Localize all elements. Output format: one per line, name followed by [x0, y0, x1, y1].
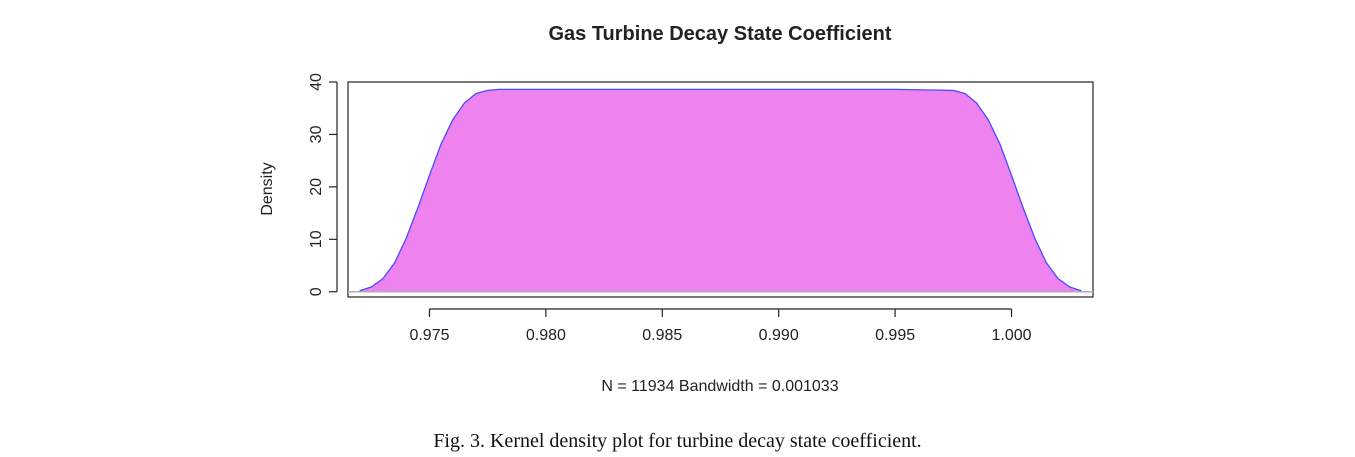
- x-tick-label: 0.990: [759, 327, 799, 344]
- x-tick-label: 0.985: [642, 327, 682, 344]
- y-tick-label: 20: [308, 178, 325, 196]
- density-curve: [359, 88, 1082, 292]
- x-tick-label: 0.995: [875, 327, 915, 344]
- y-tick-label: 30: [308, 125, 325, 143]
- y-tick-label: 40: [308, 73, 325, 91]
- x-axis: 0.975 0.980 0.985 0.990 0.995 1.000: [409, 308, 1032, 344]
- chart-title: Gas Turbine Decay State Coefficient: [548, 23, 891, 45]
- x-tick-label: 0.980: [526, 327, 566, 344]
- y-tick-label: 0: [308, 287, 325, 296]
- plot-frame: [347, 81, 1094, 298]
- y-axis: 0 10 20 30 40: [308, 73, 338, 296]
- plot-area: [348, 88, 1093, 293]
- x-tick-label: 0.975: [409, 327, 449, 344]
- x-axis-label: N = 11934 Bandwidth = 0.001033: [601, 378, 838, 395]
- y-tick-label: 10: [308, 230, 325, 248]
- x-tick-label: 1.000: [991, 327, 1031, 344]
- y-axis-label: Density: [259, 162, 276, 215]
- density-chart: Gas Turbine Decay State Coefficient 0.97…: [259, 23, 1094, 395]
- figure-caption: Fig. 3. Kernel density plot for turbine …: [433, 430, 922, 452]
- density-fill: [359, 89, 1082, 292]
